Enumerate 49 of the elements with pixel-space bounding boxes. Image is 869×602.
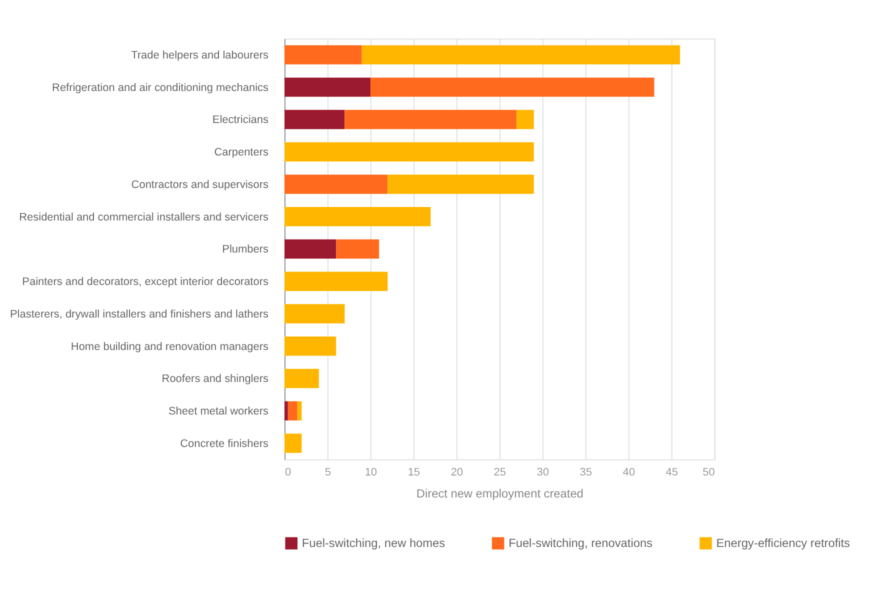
- bar: [297, 401, 302, 420]
- bar: [284, 336, 336, 356]
- bar: [284, 239, 336, 259]
- x-tick-label: 15: [408, 466, 420, 478]
- bar: [284, 401, 288, 420]
- x-tick-label: 20: [450, 466, 464, 478]
- y-tick-label: Refrigeration and air conditioning mechanics: [52, 82, 269, 94]
- bar: [284, 45, 362, 64]
- legend-label: Fuel-switching, new homes: [302, 536, 446, 550]
- x-tick-label: 5: [324, 466, 331, 478]
- x-tick-label: 30: [536, 466, 549, 478]
- bar: [284, 78, 370, 97]
- bar: [284, 142, 534, 162]
- bar: [284, 272, 388, 291]
- y-tick-label: Home building and renovation managers: [70, 340, 269, 353]
- y-tick-label: Contractors and supervisors: [131, 178, 269, 191]
- y-tick-label: Painters and decorators, except interior decorators: [22, 276, 269, 288]
- legend-label: Energy-efficiency retrofits: [716, 536, 850, 550]
- x-tick-label: 10: [364, 466, 378, 478]
- y-tick-label: Plasterers, drywall installers and finishers and lathers: [10, 308, 269, 320]
- y-tick-label: Concrete finishers: [180, 438, 269, 450]
- bar: [284, 174, 388, 194]
- y-tick-label: Electricians: [212, 114, 269, 126]
- bar: [284, 434, 302, 453]
- bar: [516, 110, 534, 130]
- legend-label: Fuel-switching, renovations: [508, 536, 653, 550]
- bar: [284, 368, 319, 388]
- y-tick-label: Carpenters: [214, 146, 269, 159]
- x-tick-label: 45: [666, 466, 678, 478]
- x-tick-label: 0: [284, 466, 292, 478]
- y-tick-label: Trade helpers and labourers: [131, 49, 269, 62]
- y-tick-label: Sheet metal workers: [168, 406, 269, 418]
- x-tick-label: 25: [494, 466, 506, 478]
- bar: [288, 401, 298, 420]
- x-tick-label: 50: [702, 466, 715, 478]
- x-tick-label: 40: [622, 466, 635, 478]
- x-axis-title: Direct new employment created: [416, 486, 584, 500]
- bar: [336, 239, 380, 259]
- bar: [284, 207, 431, 226]
- bar: [284, 110, 345, 130]
- bar: [344, 110, 517, 130]
- bar: [370, 78, 654, 97]
- y-tick-label: Roofers and shinglers: [162, 373, 269, 386]
- bar: [362, 45, 680, 64]
- x-tick-label: 35: [580, 466, 592, 478]
- y-tick-label: Residential and commercial installers and servicers: [19, 211, 269, 224]
- bar: [388, 174, 534, 194]
- bar: [284, 304, 345, 324]
- y-tick-label: Plumbers: [222, 244, 269, 256]
